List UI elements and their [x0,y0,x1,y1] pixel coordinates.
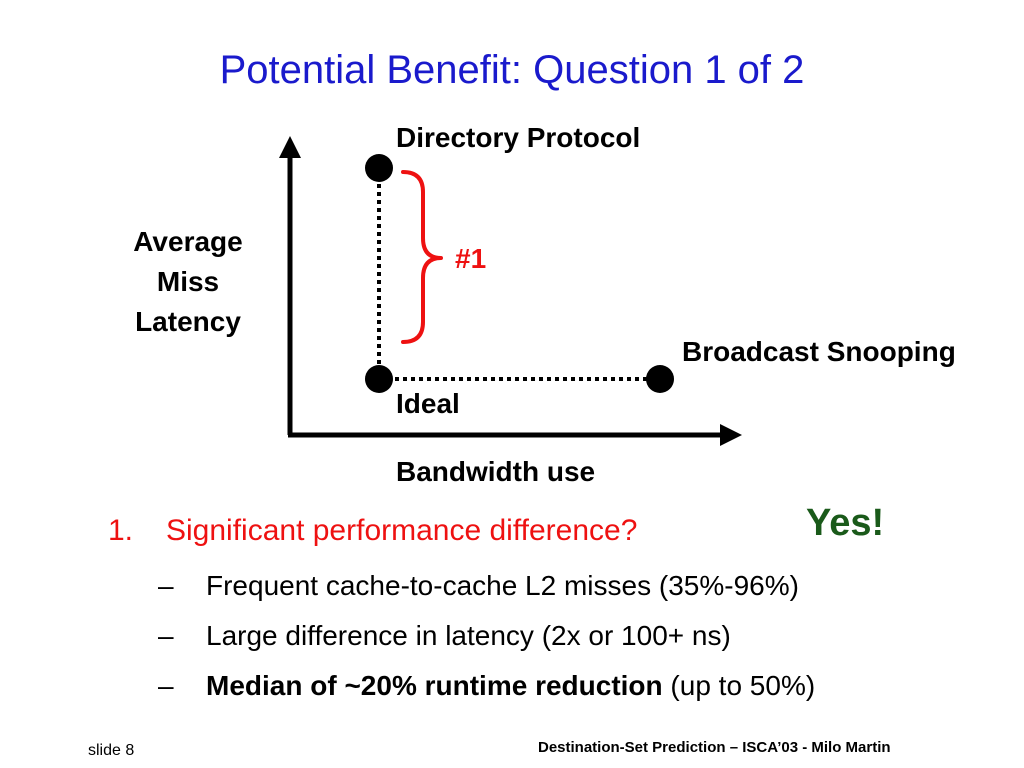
slide-number: slide 8 [88,742,135,759]
slide-title: Potential Benefit: Question 1 of 2 [219,48,805,92]
sub-bullet-dash: – [158,570,174,601]
y-axis-label: Average Miss Latency [98,222,278,342]
sub-bullet-text: Large difference in latency (2x or 100+ … [206,620,731,651]
directory-protocol-point [365,154,393,182]
bullet-number: 1. [108,514,134,547]
question-text: Significant performance difference? [166,514,638,547]
y-axis-label-line: Latency [135,306,241,337]
answer-text: Yes! [806,502,885,544]
sub-bullet-text-group: Median of ~20% runtime reduction (up to … [206,670,815,702]
broadcast-snooping-label: Broadcast Snooping [682,336,956,367]
y-axis-label-line: Miss [156,266,220,297]
question-bullet: 1. Significant performance difference? [108,512,1008,556]
sub-bullet-bold-text: Median of ~20% runtime reduction [206,670,663,701]
footer-citation: Destination-Set Prediction – ISCA’03 - M… [538,739,891,756]
red-brace-icon [401,170,443,344]
sub-bullet-dash: – [158,620,174,651]
ideal-point [365,365,393,393]
x-axis-arrowhead [720,424,742,446]
bullet-list: 1. Significant performance difference? [108,512,1008,712]
broadcast-snooping-point [646,365,674,393]
y-axis-arrowhead [279,136,301,158]
sub-bullet-dash: – [158,670,174,701]
x-axis-label: Bandwidth use [396,456,596,487]
sub-bullet-text: Frequent cache-to-cache L2 misses (35%-9… [206,570,799,601]
callout-number-label: #1 [455,243,487,274]
sub-bullet-text: (up to 50%) [662,670,816,701]
ideal-label: Ideal [396,388,460,419]
directory-protocol-label: Directory Protocol [396,122,641,153]
y-axis-label-line: Average [133,226,243,257]
